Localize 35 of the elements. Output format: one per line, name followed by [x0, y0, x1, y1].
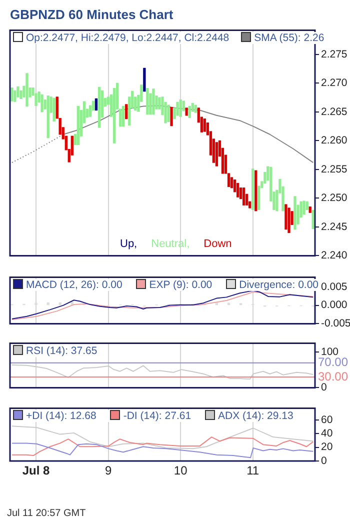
x-tick-label: Jul 8 [22, 463, 50, 478]
ref-line-label: 30.00 [318, 369, 348, 384]
y-tick-label: 0 [321, 381, 327, 394]
text: Jul 11 20:57 GMT [7, 508, 86, 519]
legend-label: Divergence: 0.00 [239, 279, 319, 291]
y-tick-label: 2.255 [321, 163, 348, 176]
legend-label: EXP (9): 0.00 [149, 279, 212, 291]
annotation: Op:2.2477, Hi:2.2479, Lo:2.2447, Cl:2.2448 [26, 32, 230, 44]
y-tick-label: 60 [321, 414, 333, 426]
y-tick-label: 2.275 [321, 48, 348, 60]
legend-label: SMA (55): 2.26 [254, 32, 324, 44]
y-tick-label: 0.000 [321, 298, 348, 311]
y-tick-label: 40 [321, 427, 333, 440]
text: Neutral, [151, 238, 190, 250]
x-tick-label: 11 [246, 463, 260, 478]
chart-title: GBPNZD 60 Minutes Chart [10, 7, 174, 22]
y-tick-label: 20 [321, 440, 333, 453]
y-tick-label: 2.240 [321, 249, 348, 262]
legend-label: RSI (14): 37.65 [26, 345, 98, 357]
legend-label: -DI (14): 27.61 [123, 410, 192, 422]
y-tick-label: 2.245 [321, 220, 348, 233]
y-tick-label: 2.260 [321, 134, 348, 146]
legend-label: +DI (14): 12.68 [26, 410, 96, 422]
y-tick-label: -0.005 [321, 317, 350, 330]
text: Down [204, 238, 232, 250]
x-tick-label: 9 [104, 463, 112, 478]
y-tick-label: 2.270 [321, 76, 348, 89]
y-tick-label: 2.250 [321, 192, 348, 204]
y-tick-label: 0.005 [321, 280, 348, 292]
text: Up, [120, 238, 138, 250]
x-tick-label: 10 [174, 463, 188, 478]
y-tick-label: 0 [321, 454, 327, 467]
legend-label: ADX (14): 29.13 [218, 410, 294, 422]
y-tick-label: 2.265 [321, 106, 348, 118]
legend-label: MACD (12, 26): 0.00 [26, 279, 122, 291]
